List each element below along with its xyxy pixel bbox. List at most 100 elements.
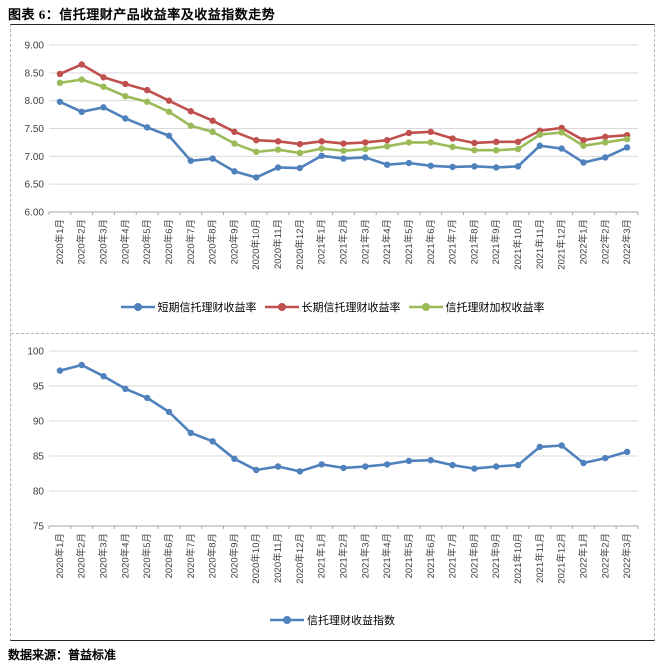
data-point	[100, 74, 107, 81]
legend-item: 信托理财加权收益率	[408, 299, 545, 315]
legend-item: 长期信托理财收益率	[264, 299, 401, 315]
y-axis-tick-label: 75	[33, 522, 45, 533]
data-point	[558, 129, 565, 136]
x-axis-tick-label: 2021年1月	[316, 219, 328, 264]
y-axis-tick-label: 9.00	[25, 41, 45, 52]
data-point	[623, 448, 631, 455]
data-point	[100, 83, 107, 90]
figure-frame: 6.00 6.50 7.00 7.50 8.00 8.50 9.00 2020年1月 2020年…	[10, 24, 655, 641]
data-point	[100, 373, 107, 380]
y-axis-tick-label: 85	[33, 452, 45, 463]
x-axis-tick-label: 2020年9月	[228, 219, 240, 264]
data-point	[405, 139, 413, 146]
data-point	[122, 115, 129, 122]
x-axis-tick-label: 2020年3月	[98, 219, 110, 264]
x-axis-tick-label: 2021年11月	[534, 219, 546, 269]
data-point	[165, 132, 173, 139]
data-point	[405, 129, 413, 137]
data-point	[209, 128, 216, 136]
data-point	[427, 162, 434, 169]
data-point	[405, 457, 413, 465]
yield-index-legend: 信托理财收益指数	[11, 608, 654, 632]
data-point	[602, 139, 609, 146]
y-axis-tick-label: 8.50	[25, 68, 45, 79]
data-point	[78, 76, 85, 83]
data-point	[471, 163, 478, 170]
data-point	[580, 159, 587, 166]
x-axis-tick-label: 2020年3月	[98, 533, 110, 578]
x-axis-tick-label: 2020年1月	[54, 533, 66, 578]
x-axis-tick-label: 2020年8月	[207, 219, 219, 264]
x-axis-tick-label: 2021年4月	[381, 533, 393, 578]
series-line	[58, 100, 629, 179]
data-point	[471, 465, 478, 472]
data-point	[296, 468, 304, 475]
y-axis-tick-label: 90	[33, 417, 45, 428]
x-axis-tick-label: 2021年9月	[490, 533, 502, 578]
x-axis-tick-label: 2021年7月	[447, 533, 459, 578]
x-axis-tick-label: 2021年10月	[512, 533, 524, 584]
data-point	[514, 138, 522, 146]
data-point	[318, 138, 325, 145]
data-point	[187, 108, 194, 115]
x-axis-tick-label: 2021年6月	[425, 219, 437, 264]
x-axis-tick-label: 2021年5月	[403, 533, 415, 578]
series-长期信托理财收益率	[56, 61, 631, 148]
legend-item: 信托理财收益指数	[270, 612, 395, 628]
x-axis-tick-label: 2021年3月	[359, 219, 371, 264]
data-point	[165, 97, 173, 104]
yield-rate-chart-panel: 6.00 6.50 7.00 7.50 8.00 8.50 9.00 2020年1月 2020年…	[11, 25, 654, 334]
x-axis-tick-label: 2021年8月	[468, 533, 480, 578]
data-point	[122, 80, 129, 88]
legend-label: 信托理财收益指数	[307, 615, 395, 627]
data-point	[427, 128, 434, 136]
x-axis-tick-label: 2020年12月	[294, 533, 306, 584]
x-axis-tick-label: 2020年10月	[250, 533, 262, 584]
y-axis-tick-label: 8.00	[25, 96, 45, 107]
y-axis-tick-label: 7.00	[25, 152, 45, 163]
x-axis-tick-label: 2020年6月	[163, 533, 175, 578]
x-axis-tick-label: 2022年1月	[577, 219, 589, 264]
x-axis-tick-label: 2021年2月	[338, 533, 350, 578]
data-point	[623, 135, 631, 143]
data-point	[296, 149, 304, 157]
series-信托理财收益指数	[56, 361, 631, 475]
data-point	[558, 145, 565, 152]
data-point	[274, 463, 282, 470]
data-point	[493, 138, 500, 146]
data-point	[383, 461, 391, 468]
data-point	[56, 70, 64, 78]
data-point	[209, 117, 216, 124]
data-point	[143, 394, 151, 402]
legend-marker-icon	[264, 303, 299, 311]
legend-marker-icon	[120, 303, 155, 311]
x-axis-tick-label: 2021年8月	[468, 219, 480, 264]
data-point	[514, 163, 522, 170]
data-point	[253, 136, 260, 144]
data-point	[78, 108, 85, 116]
data-point	[56, 79, 64, 87]
data-point	[427, 139, 434, 146]
data-point	[209, 155, 216, 162]
series-line	[58, 363, 629, 473]
data-point	[362, 463, 369, 470]
data-point	[449, 143, 456, 151]
data-point	[362, 154, 369, 161]
y-axis-tick-label: 80	[33, 487, 45, 498]
data-point	[187, 429, 194, 437]
yield-rate-line-chart: 6.00 6.50 7.00 7.50 8.00 8.50 9.00 2020年1月 2020年…	[25, 41, 639, 270]
x-axis-tick-label: 2020年7月	[185, 219, 197, 264]
series-短期信托理财收益率	[56, 98, 631, 181]
data-point	[318, 152, 325, 159]
x-axis-tick-label: 2020年4月	[119, 533, 131, 578]
x-axis-tick-label: 2020年10月	[250, 219, 262, 270]
data-point	[493, 164, 500, 171]
data-point	[362, 139, 369, 146]
data-point	[143, 124, 151, 131]
series-信托理财加权收益率	[56, 76, 631, 157]
y-axis-tick-label: 95	[33, 382, 45, 393]
x-axis-tick-label: 2021年12月	[556, 219, 568, 270]
data-point	[471, 147, 478, 154]
data-point	[296, 164, 304, 172]
x-axis-tick-label: 2020年1月	[54, 219, 66, 264]
